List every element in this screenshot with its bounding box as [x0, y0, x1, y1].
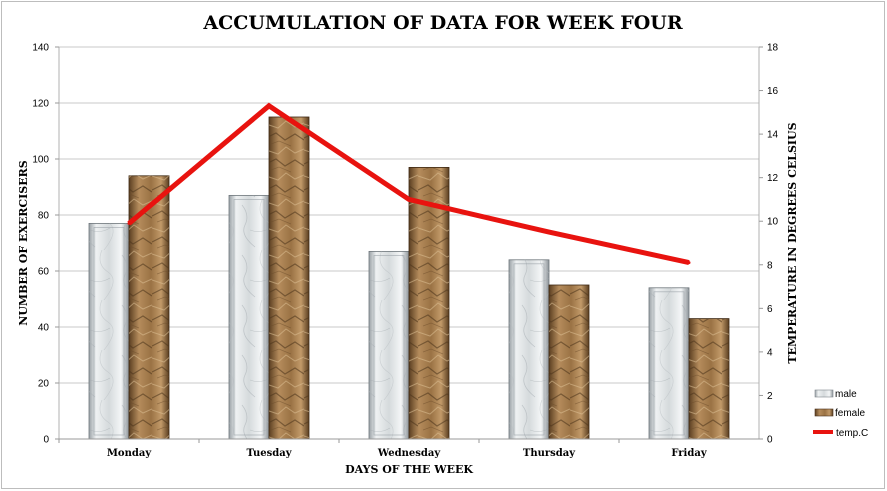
- x-axis-title: DAYS OF THE WEEK: [345, 463, 473, 476]
- legend-label-male: male: [835, 389, 857, 400]
- right-tick-label-4: 8: [767, 260, 773, 271]
- temperature-line-series: [127, 102, 691, 266]
- legend: male female temp.C: [813, 389, 868, 439]
- left-tick-label-7: 140: [32, 43, 49, 54]
- left-tick-label-1: 20: [38, 379, 50, 390]
- right-axis-ticks: 0 2 4 6 8 10 12 14 16 18: [759, 43, 779, 446]
- bar-female-texture-thursday: [549, 285, 589, 439]
- right-tick-label-3: 6: [767, 304, 773, 315]
- left-tick-label-6: 120: [32, 99, 49, 110]
- right-tick-label-5: 10: [767, 217, 779, 228]
- right-tick-label-1: 2: [767, 391, 773, 402]
- right-tick-label-7: 14: [767, 130, 779, 141]
- bar-male-texture-friday: [649, 287, 689, 439]
- right-tick-label-2: 4: [767, 347, 773, 358]
- category-labels: Monday Tuesday Wednesday Thursday Friday: [58, 439, 708, 459]
- right-tick-label-6: 12: [767, 173, 779, 184]
- category-label-monday: Monday: [107, 448, 152, 459]
- category-label-tuesday: Tuesday: [246, 448, 292, 459]
- left-tick-label-5: 100: [32, 155, 49, 166]
- bar-female-texture-tuesday: [269, 117, 309, 439]
- y2-axis-title: TEMPERATURE IN DEGREES CELSIUS: [786, 122, 799, 363]
- temp-point-tuesday: [267, 104, 271, 108]
- bar-male-bevel-monday: [93, 226, 125, 436]
- bar-male-texture-thursday: [509, 259, 549, 439]
- temp-point-thursday: [547, 230, 551, 234]
- bar-male-texture-tuesday: [229, 195, 269, 439]
- bars: [88, 116, 730, 440]
- bar-male-bevel-tuesday: [233, 198, 265, 436]
- bar-female-texture-friday: [689, 318, 729, 439]
- bar-male-bevel-friday: [653, 291, 685, 436]
- bar-male-bevel-thursday: [513, 263, 545, 436]
- legend-label-female: female: [835, 408, 865, 419]
- right-tick-label-0: 0: [767, 435, 773, 446]
- temp-point-wednesday: [407, 197, 411, 201]
- left-tick-label-4: 80: [38, 211, 50, 222]
- temp-point-friday: [687, 261, 691, 265]
- axes: [58, 47, 760, 440]
- left-tick-label-2: 40: [38, 323, 50, 334]
- temp-point-monday: [127, 221, 131, 225]
- category-label-wednesday: Wednesday: [377, 448, 442, 459]
- left-tick-label-3: 60: [38, 267, 50, 278]
- bar-male-bevel-wednesday: [373, 254, 405, 436]
- chart-title: ACCUMULATION OF DATA FOR WEEK FOUR: [202, 12, 683, 34]
- category-label-thursday: Thursday: [523, 448, 576, 459]
- right-tick-label-8: 16: [767, 86, 779, 97]
- category-label-friday: Friday: [671, 448, 707, 459]
- left-axis-ticks: 0 20 40 60 80 100 120 140: [32, 43, 59, 446]
- legend-swatch-male: [814, 389, 834, 398]
- legend-label-temp: temp.C: [836, 428, 868, 439]
- legend-swatch-female: [814, 408, 834, 417]
- bar-male-texture-wednesday: [369, 251, 409, 439]
- bar-male-texture-monday: [89, 223, 129, 439]
- left-tick-label-0: 0: [43, 435, 49, 446]
- bar-female-texture-wednesday: [409, 167, 449, 439]
- y-axis-title: NUMBER OF EXERCISERS: [17, 160, 30, 326]
- right-tick-label-9: 18: [767, 43, 779, 54]
